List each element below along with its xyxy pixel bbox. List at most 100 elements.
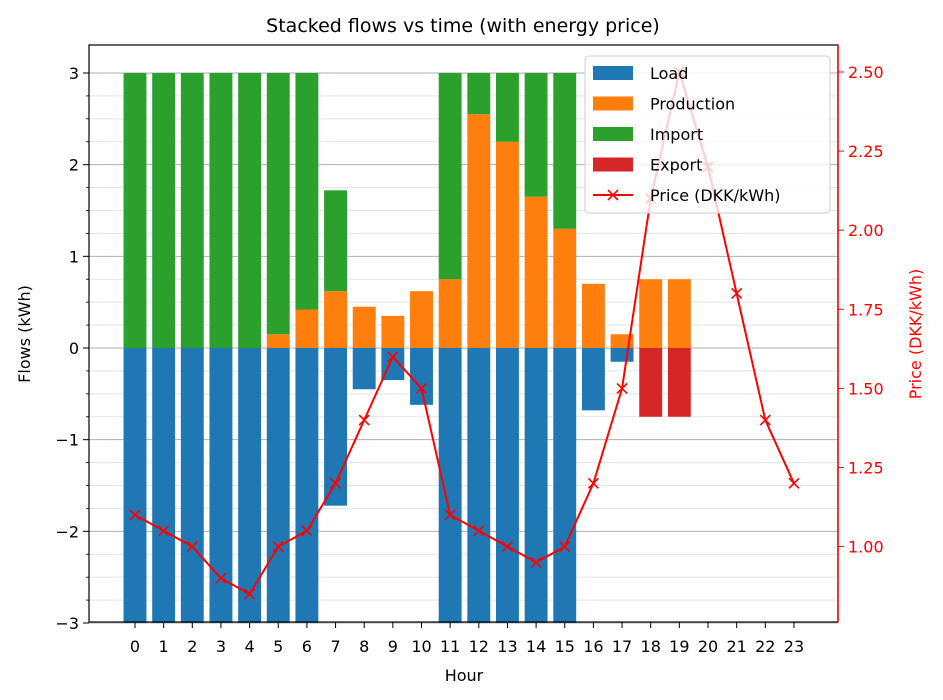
price-marker-6 <box>301 525 313 537</box>
bar-load-6 <box>295 348 319 624</box>
bar-load-10 <box>410 348 433 405</box>
x-tick-label: 13 <box>497 637 517 656</box>
bar-import-13 <box>496 72 519 142</box>
bar-production-12 <box>467 114 491 348</box>
bar-production-8 <box>352 306 376 348</box>
bar-production-19 <box>667 279 691 348</box>
bar-import-14 <box>524 72 548 197</box>
price-marker-22 <box>759 414 771 426</box>
bar-load-1 <box>152 348 176 624</box>
price-marker-3 <box>215 572 227 584</box>
bar-load-11 <box>438 348 462 624</box>
price-marker-17 <box>616 382 628 394</box>
legend-box <box>584 55 831 214</box>
price-marker-8 <box>358 414 370 426</box>
legend-swatch-export <box>593 157 633 172</box>
price-marker-15 <box>559 541 571 553</box>
bar-load-14 <box>524 348 548 624</box>
legend: Load Production Import Export Price (DKK/kWh… <box>584 55 831 214</box>
x-tick-label: 9 <box>388 637 398 656</box>
y2-tick-label: 1.00 <box>848 538 884 557</box>
bar-production-7 <box>324 291 347 348</box>
price-marker-11 <box>444 509 456 521</box>
x-tick-label: 10 <box>411 637 431 656</box>
price-marker-7 <box>329 477 342 489</box>
y-axis-label: Flows (kWh) <box>15 285 34 383</box>
x-tick-label: 15 <box>555 637 575 656</box>
bar-production-10 <box>410 291 433 348</box>
y2-tick-label: 2.50 <box>848 63 884 82</box>
legend-label: Price (DKK/kWh) <box>650 186 781 205</box>
price-marker-21 <box>731 287 743 300</box>
bar-load-7 <box>324 348 347 506</box>
price-marker-16 <box>587 477 599 489</box>
bar-import-12 <box>467 72 491 115</box>
price-marker-4 <box>244 588 256 600</box>
x-tick-label: 23 <box>784 637 804 656</box>
legend-label: Import <box>650 125 703 144</box>
legend-swatch-production <box>593 96 633 111</box>
price-marker-5 <box>272 541 284 553</box>
bar-production-18 <box>639 279 663 348</box>
bar-load-9 <box>381 348 405 381</box>
legend-marker-swatch <box>607 189 619 201</box>
bar-load-5 <box>266 348 290 624</box>
x-axis-label: Hour <box>445 666 484 685</box>
y-tick-label: −2 <box>55 522 79 541</box>
bar-import-6 <box>295 72 319 310</box>
x-axis: 0 1 2 3 4 5 6 7 8 9 10 11 12 13 14 15 16 17 18 19 20 21 22 23 <box>130 622 804 656</box>
x-tick-label: 20 <box>698 637 718 656</box>
bar-load-13 <box>496 348 519 624</box>
y-tick-label: −1 <box>55 431 79 450</box>
bar-load-8 <box>352 348 376 390</box>
bar-import-11 <box>438 72 462 280</box>
bar-load-16 <box>581 348 605 411</box>
bar-import-3 <box>209 72 233 349</box>
bar-import-4 <box>238 72 262 349</box>
y-tick-label: 0 <box>69 339 79 358</box>
bar-import-15 <box>553 72 577 229</box>
x-tick-label: 2 <box>187 637 197 656</box>
bar-import-2 <box>180 72 204 349</box>
x-tick-label: 19 <box>669 637 689 656</box>
price-marker-10 <box>415 382 428 394</box>
left-y-axis: −3 −2 −1 0 1 2 3 <box>55 64 89 633</box>
y2-tick-label: 1.25 <box>848 459 884 478</box>
x-tick-label: 3 <box>216 637 226 656</box>
x-tick-label: 14 <box>526 637 546 656</box>
price-marker-12 <box>473 525 485 537</box>
y-tick-label: 3 <box>69 64 79 83</box>
price-marker-14 <box>530 556 542 568</box>
bar-load-4 <box>238 348 262 624</box>
bar-production-5 <box>266 334 290 348</box>
x-tick-label: 6 <box>302 637 312 656</box>
price-marker-1 <box>158 525 170 537</box>
y2-tick-label: 2.00 <box>848 221 884 240</box>
x-tick-label: 4 <box>245 637 255 656</box>
y-tick-label: 1 <box>69 247 79 266</box>
x-tick-label: 21 <box>726 637 746 656</box>
x-tick-label: 17 <box>612 637 632 656</box>
bar-load-17 <box>610 348 634 362</box>
x-tick-label: 5 <box>273 637 283 656</box>
x-tick-label: 12 <box>469 637 489 656</box>
bar-load-2 <box>180 348 204 624</box>
bar-load-12 <box>467 348 491 624</box>
x-tick-label: 0 <box>130 637 140 656</box>
bar-load-0 <box>123 348 147 624</box>
x-tick-label: 18 <box>641 637 661 656</box>
x-tick-label: 22 <box>755 637 775 656</box>
bar-production-16 <box>581 283 605 348</box>
bar-production-11 <box>438 279 462 348</box>
price-marker-23 <box>788 477 800 489</box>
legend-label: Production <box>650 95 735 114</box>
bar-load-15 <box>553 348 577 624</box>
chart-title: Stacked flows vs time (with energy price… <box>266 15 660 37</box>
right-y-axis: 1.00 1.25 1.50 1.75 2.00 2.25 2.50 <box>838 63 884 557</box>
bar-load-3 <box>209 348 233 624</box>
bar-series <box>123 72 691 624</box>
bar-import-0 <box>123 72 147 349</box>
bar-production-15 <box>553 228 577 348</box>
legend-label: Export <box>650 156 702 175</box>
